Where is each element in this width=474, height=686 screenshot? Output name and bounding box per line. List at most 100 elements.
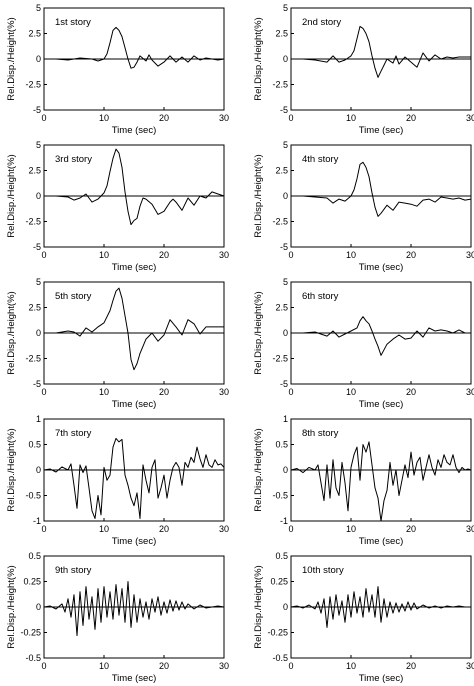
x-axis-label: Time (sec) xyxy=(359,673,404,684)
y-axis-label: Rel.Disp./Height(%) xyxy=(253,291,264,374)
y-axis-label: Rel.Disp./Height(%) xyxy=(6,428,17,511)
x-tick-label: 10 xyxy=(346,113,356,123)
x-tick-label: 10 xyxy=(99,387,109,397)
x-tick-label: 30 xyxy=(219,250,229,260)
x-tick-label: 20 xyxy=(406,387,416,397)
x-tick-label: 10 xyxy=(346,524,356,534)
y-tick-label: 0 xyxy=(36,328,41,338)
y-tick-label: 2.5 xyxy=(28,166,41,176)
y-tick-label: 2.5 xyxy=(275,303,288,313)
series-line xyxy=(290,441,472,522)
x-tick-label: 20 xyxy=(406,113,416,123)
x-tick-label: 10 xyxy=(346,250,356,260)
panel-title: 5th story xyxy=(55,291,92,302)
x-tick-label: 30 xyxy=(219,113,229,123)
y-tick-label: 0.5 xyxy=(275,551,288,561)
x-tick-label: 0 xyxy=(288,524,293,534)
y-tick-label: 0 xyxy=(283,54,288,64)
series-line xyxy=(43,437,225,519)
y-tick-label: -0.5 xyxy=(272,491,288,501)
x-tick-label: 20 xyxy=(159,524,169,534)
y-tick-label: -0.25 xyxy=(267,628,288,638)
y-tick-label: 0 xyxy=(36,191,41,201)
y-tick-label: -0.5 xyxy=(25,491,41,501)
panel-title: 10th story xyxy=(302,565,344,576)
y-tick-label: -5 xyxy=(33,105,41,115)
x-tick-label: 30 xyxy=(219,387,229,397)
panel-title: 4th story xyxy=(302,154,339,165)
x-tick-label: 30 xyxy=(466,524,474,534)
x-tick-label: 30 xyxy=(219,661,229,671)
panel-title: 6th story xyxy=(302,291,339,302)
series-line xyxy=(43,581,225,637)
x-axis-label: Time (sec) xyxy=(359,262,404,273)
y-tick-label: -2.5 xyxy=(272,80,288,90)
y-tick-label: -5 xyxy=(280,379,288,389)
panel-title: 2nd story xyxy=(302,17,341,28)
x-tick-label: 30 xyxy=(466,113,474,123)
x-tick-label: 0 xyxy=(41,661,46,671)
x-tick-label: 20 xyxy=(159,250,169,260)
y-tick-label: 0 xyxy=(283,602,288,612)
x-tick-label: 10 xyxy=(99,250,109,260)
series-line xyxy=(44,26,225,69)
y-tick-label: -2.5 xyxy=(272,217,288,227)
y-tick-label: -5 xyxy=(33,242,41,252)
y-tick-label: 5 xyxy=(283,140,288,150)
series-line xyxy=(44,287,224,371)
x-tick-label: 10 xyxy=(346,387,356,397)
series-line xyxy=(44,148,225,226)
x-axis-label: Time (sec) xyxy=(112,536,157,547)
y-tick-label: 1 xyxy=(283,414,288,424)
series-line xyxy=(291,25,471,78)
panel-title: 1st story xyxy=(55,17,91,28)
y-tick-label: 0 xyxy=(36,465,41,475)
x-axis-label: Time (sec) xyxy=(359,125,404,136)
y-axis-label: Rel.Disp./Height(%) xyxy=(253,154,264,237)
y-tick-label: 0.25 xyxy=(23,577,41,587)
y-tick-label: 5 xyxy=(36,277,41,287)
y-tick-label: -0.5 xyxy=(25,653,41,663)
y-tick-label: 1 xyxy=(36,414,41,424)
x-tick-label: 0 xyxy=(288,250,293,260)
y-tick-label: 2.5 xyxy=(275,166,288,176)
x-tick-label: 10 xyxy=(346,661,356,671)
y-tick-label: 2.5 xyxy=(28,29,41,39)
y-tick-label: 0.5 xyxy=(28,551,41,561)
y-tick-label: -2.5 xyxy=(272,354,288,364)
x-tick-label: 20 xyxy=(159,661,169,671)
panel-title: 9th story xyxy=(55,565,92,576)
series-line xyxy=(291,316,471,356)
x-tick-label: 20 xyxy=(406,661,416,671)
x-axis-label: Time (sec) xyxy=(112,262,157,273)
y-tick-label: -5 xyxy=(33,379,41,389)
x-tick-label: 30 xyxy=(219,524,229,534)
y-tick-label: -0.25 xyxy=(20,628,41,638)
y-tick-label: 0.5 xyxy=(28,440,41,450)
panel-title: 8th story xyxy=(302,428,339,439)
y-tick-label: -2.5 xyxy=(25,80,41,90)
y-tick-label: 0 xyxy=(36,54,41,64)
y-tick-label: 0 xyxy=(283,465,288,475)
y-tick-label: -1 xyxy=(33,516,41,526)
series-line xyxy=(291,161,472,217)
x-axis-label: Time (sec) xyxy=(112,673,157,684)
x-tick-label: 30 xyxy=(466,387,474,397)
y-tick-label: 0 xyxy=(283,191,288,201)
x-tick-label: 0 xyxy=(288,113,293,123)
series-line xyxy=(290,586,471,628)
x-axis-label: Time (sec) xyxy=(112,125,157,136)
x-tick-label: 30 xyxy=(466,661,474,671)
y-axis-label: Rel.Disp./Height(%) xyxy=(6,291,17,374)
y-tick-label: 0.25 xyxy=(270,577,288,587)
y-axis-label: Rel.Disp./Height(%) xyxy=(253,565,264,648)
y-tick-label: 2.5 xyxy=(275,29,288,39)
y-tick-label: 5 xyxy=(36,3,41,13)
x-tick-label: 20 xyxy=(159,387,169,397)
x-tick-label: 30 xyxy=(466,250,474,260)
y-axis-label: Rel.Disp./Height(%) xyxy=(253,428,264,511)
